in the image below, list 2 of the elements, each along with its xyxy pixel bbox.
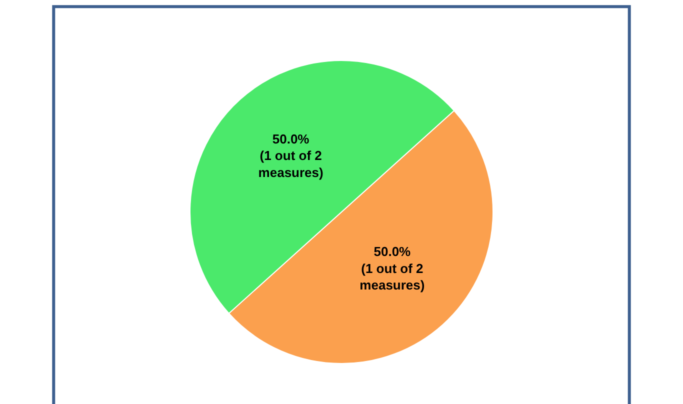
data-label: 50.0% (1 out of 2 measures)	[258, 131, 324, 180]
data-label: 50.0% (1 out of 2 measures)	[360, 244, 425, 293]
